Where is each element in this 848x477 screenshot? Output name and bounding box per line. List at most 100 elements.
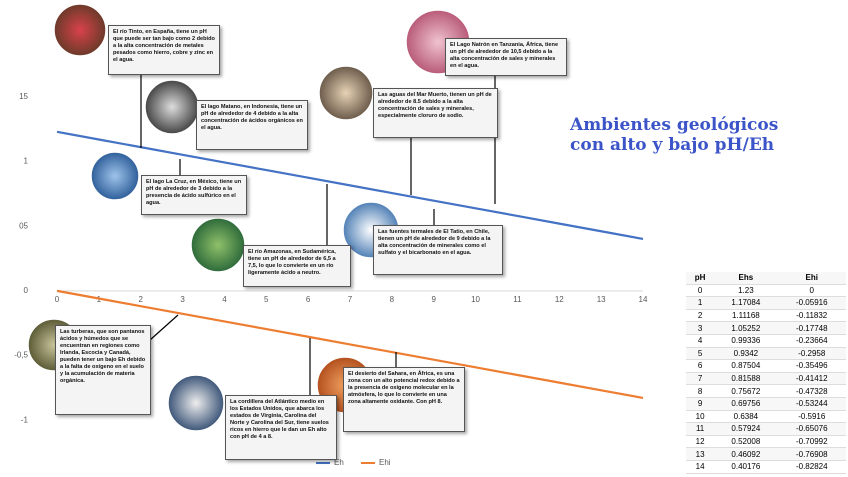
cell: 3 [686,321,715,335]
cell: -0.47328 [777,384,846,398]
cell: 11 [686,422,715,436]
x-tick-label: 0 [55,295,60,304]
header-cell: Ehi [777,272,846,285]
header-cell: pH [686,272,715,285]
series-line [56,130,644,240]
cell: 8 [686,384,715,398]
cell: -0.70992 [777,435,846,449]
table-row: 11 0.57924 -0.65076 [686,422,846,436]
table-row: 0 1.23 0 [686,284,846,298]
chart-title: Ambientes geológicos con alto y bajo pH/… [570,115,779,156]
cell: 0.52008 [714,435,778,449]
table-row: 6 0.87504 -0.35496 [686,359,846,373]
annotation: El Lago Natrón en Tanzania, África, tien… [445,38,567,76]
cell: -0.23664 [777,334,846,348]
cell: -0.76908 [777,447,846,461]
table-row: 7 0.81588 -0.41412 [686,372,846,386]
cell: 10 [686,410,715,424]
table-header: pH Ehs Ehi [686,272,846,285]
series-line [56,289,644,400]
cell: 0.6384 [714,410,778,424]
table-row: 9 0.69756 -0.53244 [686,397,846,411]
table-row: 5 0.9342 -0.2958 [686,347,846,361]
annotation: El desierto del Sahara, en África, es un… [343,367,465,432]
annotation: Las turberas, que son pantanos ácidos y … [55,325,151,415]
cell: -0.2958 [777,347,846,361]
table-row: 8 0.75672 -0.47328 [686,384,846,398]
table-row: 2 1.11168 -0.11832 [686,309,846,323]
y-tick-label: -1 [21,415,29,424]
cell: -0.05916 [777,296,846,310]
cell: 2 [686,309,715,323]
annotation: Las fuentes termales de El Tatio, en Chi… [373,225,503,275]
x-tick-label: 6 [306,295,311,304]
x-tick-label: 14 [639,295,648,304]
annotation: El lago La Cruz, en México, tiene un pH … [141,175,247,215]
y-tick-label: 05 [19,221,28,230]
cell: 1.11168 [714,309,778,323]
annotation: La cordillera del Atlántico medio en los… [225,395,337,460]
table-row: 10 0.6384 -0.5916 [686,410,846,424]
y-tick-label: 15 [19,92,28,101]
cell: 13 [686,447,715,461]
x-tick-label: 8 [390,295,395,304]
cell: -0.17748 [777,321,846,335]
cell: 9 [686,397,715,411]
table-row: 13 0.46092 -0.76908 [686,447,846,461]
cell: 12 [686,435,715,449]
cell: 0.57924 [714,422,778,436]
x-tick-label: 12 [555,295,564,304]
table-row: 4 0.99336 -0.23664 [686,334,846,348]
cell: 0.46092 [714,447,778,461]
y-tick-label: 0 [24,286,29,295]
header-cell: Ehs [714,272,778,285]
x-tick-label: 13 [597,295,606,304]
table-row: 12 0.52008 -0.70992 [686,435,846,449]
x-tick-label: 9 [431,295,436,304]
annotation: El río Amazonas, en Sudamérica, tiene un… [243,245,351,287]
cell: 1.05252 [714,321,778,335]
cell: -0.41412 [777,372,846,386]
cell: -0.82824 [777,460,846,474]
cell: 0.40176 [714,460,778,474]
cell: 0 [777,284,846,298]
cell: 4 [686,334,715,348]
annotation: El río Tinto, en España, tiene un pH que… [108,25,220,75]
cell: -0.53244 [777,397,846,411]
cell: -0.65076 [777,422,846,436]
cell: 0 [686,284,715,298]
cell: 0.81588 [714,372,778,386]
cell: 6 [686,359,715,373]
x-tick-label: 4 [222,295,227,304]
table-row: 1 1.17084 -0.05916 [686,296,846,310]
x-tick-label: 7 [348,295,353,304]
cell: -0.35496 [777,359,846,373]
legend-label: Ehi [379,458,391,467]
cell: 14 [686,460,715,474]
legend-label: Eh [334,458,344,467]
cell: 0.75672 [714,384,778,398]
cell: 7 [686,372,715,386]
cell: -0.11832 [777,309,846,323]
y-tick-label: -0,5 [14,351,28,360]
annotation: Las aguas del Mar Muerto, tienen un pH d… [373,88,498,138]
cell: 1.17084 [714,296,778,310]
annotation: El lago Matano, en Indonesia, tiene un p… [196,100,308,150]
cell: 1 [686,296,715,310]
x-tick-label: 3 [180,295,185,304]
table-row: 3 1.05252 -0.17748 [686,321,846,335]
data-table: pH Ehs Ehi 0 1.23 0 1 1.17084 -0.05916 2 1.11168 -0… [686,272,846,474]
cell: 0.9342 [714,347,778,361]
y-tick-label: 1 [24,157,29,166]
x-tick-label: 11 [513,295,522,304]
cell: 0.69756 [714,397,778,411]
cell: 0.87504 [714,359,778,373]
x-tick-label: 10 [471,295,480,304]
cell: 1.23 [714,284,778,298]
x-tick-label: 2 [138,295,143,304]
cell: -0.5916 [777,410,846,424]
cell: 0.99336 [714,334,778,348]
table-row: 14 0.40176 -0.82824 [686,460,846,474]
